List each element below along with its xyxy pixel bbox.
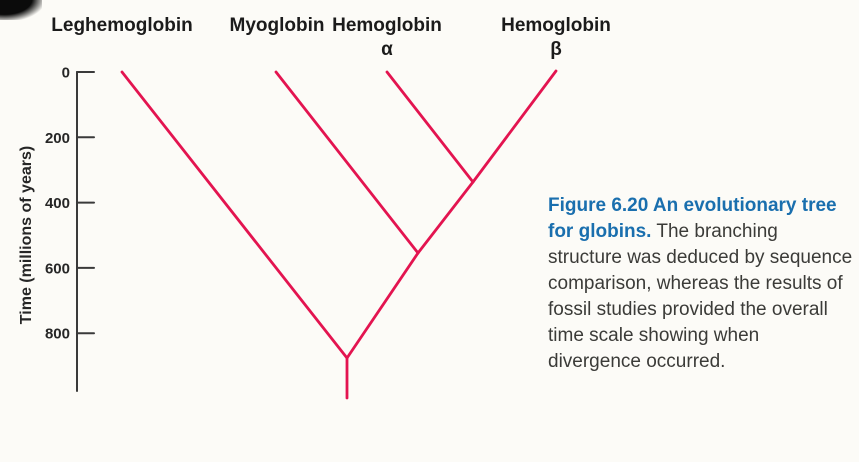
alphabeta-node-to-myoglobin-node (416, 180, 475, 255)
leaf-label-hemoglobin-beta: Hemoglobin β (501, 14, 611, 62)
myoglobin-node-to-root (345, 251, 420, 360)
scan-artifact-corner (0, 0, 42, 20)
leaf-label-line2: Leghemoglobin (51, 15, 193, 36)
time-axis-tick-label-600: 600 (45, 260, 70, 277)
leaf-label-myoglobin: Myoglobin (230, 14, 325, 38)
leaf-label-line2: α (381, 39, 393, 60)
leaf-label-leghemoglobin: Leghemoglobin (51, 14, 192, 38)
time-axis-label: Time (millions of years) (18, 145, 35, 325)
time-axis-tick-label-0: 0 (62, 65, 70, 82)
leaf-label-line1: Hemoglobin (501, 15, 611, 36)
hemoglobin-alpha-branch (385, 70, 475, 184)
time-axis-tick-label-200: 200 (45, 130, 70, 147)
leaf-label-line1: Hemoglobin (332, 15, 442, 36)
time-axis-tick-label-400: 400 (45, 195, 70, 212)
caption-title: Figure 6.20 An evolutionary tree for glo… (548, 195, 837, 242)
myoglobin-branch (274, 70, 420, 255)
leaf-label-hemoglobin-alpha: Hemoglobin α (332, 14, 442, 62)
leaf-label-line2: Myoglobin (229, 15, 325, 36)
time-axis-tick-label-800: 800 (45, 326, 70, 343)
hemoglobin-beta-branch (471, 69, 558, 184)
figure-caption: Figure 6.20 An evolutionary tree for glo… (548, 193, 856, 375)
caption-body: The branching structure was deduced by s… (548, 221, 853, 372)
leaf-label-line2: β (550, 39, 562, 60)
leghemoglobin-branch (120, 70, 349, 360)
